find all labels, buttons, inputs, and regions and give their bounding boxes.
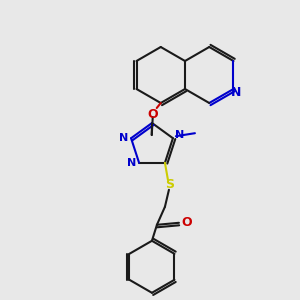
Text: O: O — [182, 216, 192, 229]
Text: N: N — [119, 133, 129, 143]
Text: S: S — [165, 178, 174, 191]
Text: N: N — [231, 85, 242, 98]
Text: O: O — [147, 109, 158, 122]
Text: N: N — [128, 158, 137, 168]
Text: N: N — [175, 130, 184, 140]
